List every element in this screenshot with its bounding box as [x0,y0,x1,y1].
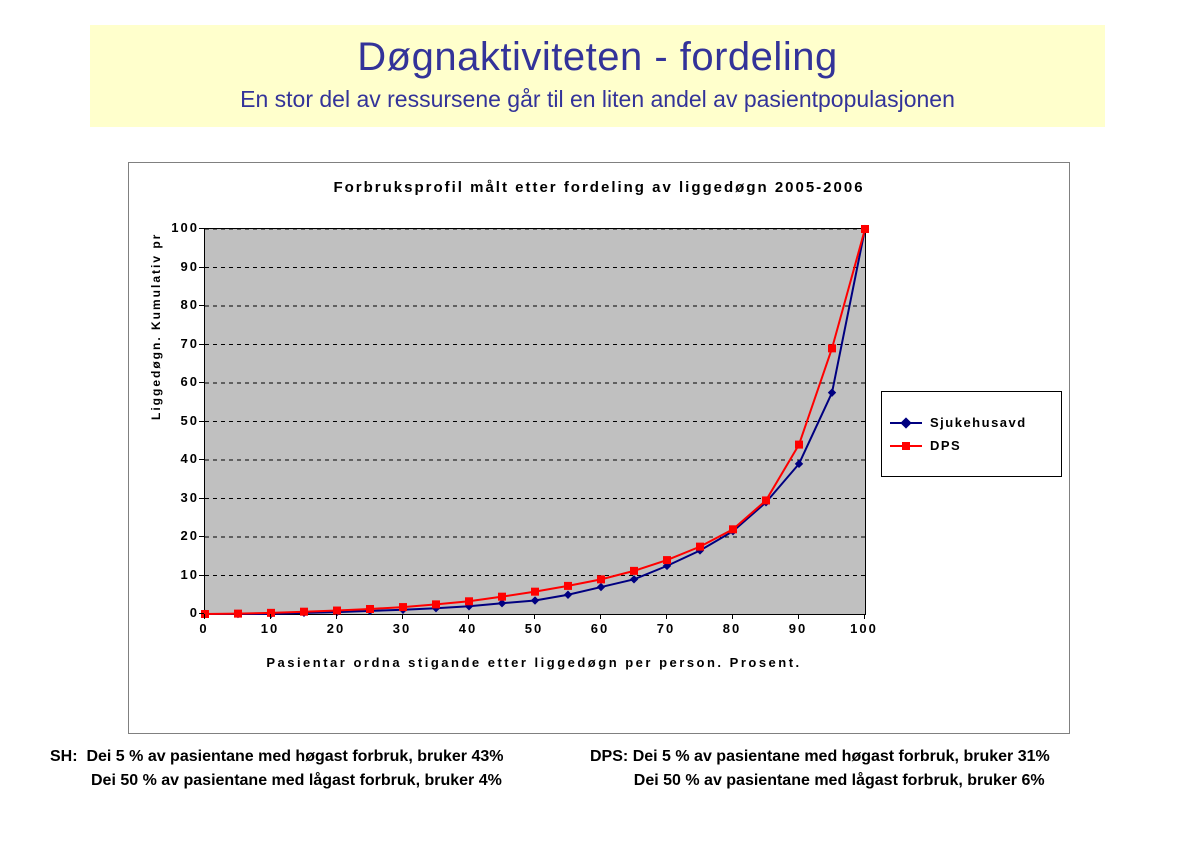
footer-notes: SH: Dei 5 % av pasientane med høgast for… [50,745,1150,793]
chart-series [205,229,865,614]
dps-note-2: Dei 50 % av pasientane med lågast forbru… [589,769,1150,793]
sh-note-2: Dei 50 % av pasientane med lågast forbru… [50,769,589,793]
page-subtitle: En stor del av ressursene går til en lit… [90,86,1105,113]
plot-area [204,228,866,615]
chart-legend: Sjukehusavd DPS [881,391,1062,477]
header-banner: Døgnaktiviteten - fordeling En stor del … [90,25,1105,127]
chart-container: Forbruksprofil målt etter fordeling av l… [128,162,1070,734]
legend-item: DPS [890,438,1053,453]
sh-note-1: SH: Dei 5 % av pasientane med høgast for… [50,745,590,769]
page-title: Døgnaktiviteten - fordeling [90,35,1105,80]
y-axis-label: Liggedøgn. Kumulativ pr [149,233,163,420]
legend-item: Sjukehusavd [890,415,1053,430]
dps-note-1: DPS: Dei 5 % av pasientane med høgast fo… [590,745,1150,769]
chart-title: Forbruksprofil målt etter fordeling av l… [129,179,1069,196]
x-axis-label: Pasientar ordna stigande etter liggedøgn… [204,653,864,674]
